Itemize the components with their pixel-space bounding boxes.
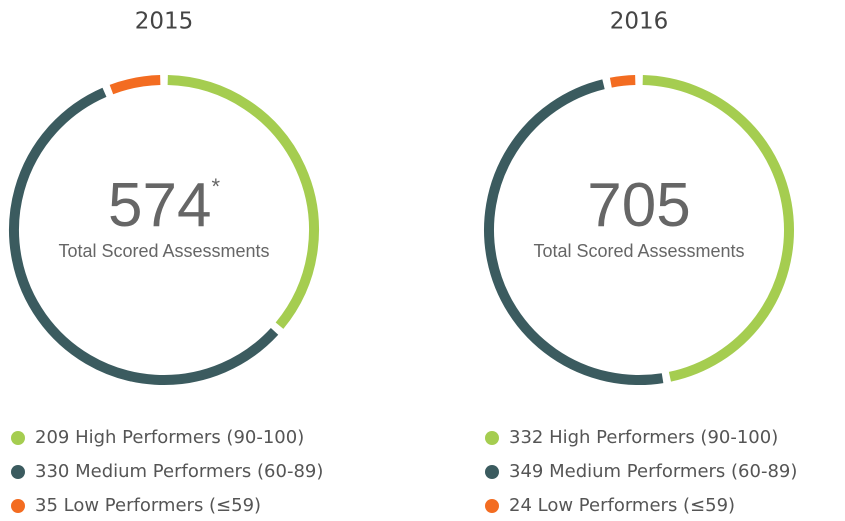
legend-label: Low Performers (≤59) bbox=[538, 495, 735, 516]
legend-value: 330 bbox=[35, 461, 69, 482]
legend-label: Medium Performers (60-89) bbox=[549, 461, 797, 482]
donut-segment bbox=[609, 75, 636, 88]
legend-dot bbox=[11, 465, 25, 479]
legend-entry: 332 High Performers (90-100) bbox=[509, 427, 778, 448]
chart-title: 2016 bbox=[610, 9, 669, 35]
legend-entry: 349 Medium Performers (60-89) bbox=[509, 461, 797, 482]
legend-entry: 209 High Performers (90-100) bbox=[35, 427, 304, 448]
total: 705 bbox=[587, 171, 690, 240]
donut-segment bbox=[109, 75, 161, 95]
total-value: 705 bbox=[587, 171, 690, 240]
legend-label: High Performers (90-100) bbox=[549, 427, 778, 448]
legend-label: Medium Performers (60-89) bbox=[75, 461, 323, 482]
legend-dot bbox=[485, 431, 499, 445]
legend-label: High Performers (90-100) bbox=[75, 427, 304, 448]
legend-value: 209 bbox=[35, 427, 69, 448]
center-label: Total Scored Assessments bbox=[58, 241, 269, 261]
legend-entry: 35 Low Performers (≤59) bbox=[35, 495, 261, 516]
legend-value: 349 bbox=[509, 461, 543, 482]
legend-label: Low Performers (≤59) bbox=[64, 495, 261, 516]
legend-value: 24 bbox=[509, 495, 532, 516]
legend-entry: 24 Low Performers (≤59) bbox=[509, 495, 735, 516]
donut-segment bbox=[484, 79, 664, 385]
legend-entry: 330 Medium Performers (60-89) bbox=[35, 461, 323, 482]
chart-title: 2015 bbox=[135, 9, 194, 35]
total-note: * bbox=[211, 174, 220, 199]
legend-dot bbox=[11, 499, 25, 513]
legend-dot bbox=[485, 465, 499, 479]
donut-segment bbox=[642, 75, 794, 382]
center-label: Total Scored Assessments bbox=[533, 241, 744, 261]
legend-value: 332 bbox=[509, 427, 543, 448]
legend-value: 35 bbox=[35, 495, 58, 516]
total: 574* bbox=[108, 171, 220, 240]
total-value: 574 bbox=[108, 171, 211, 240]
legend-dot bbox=[485, 499, 499, 513]
donut-segment bbox=[9, 87, 279, 385]
legend-dot bbox=[11, 431, 25, 445]
donut-segment bbox=[167, 75, 319, 329]
